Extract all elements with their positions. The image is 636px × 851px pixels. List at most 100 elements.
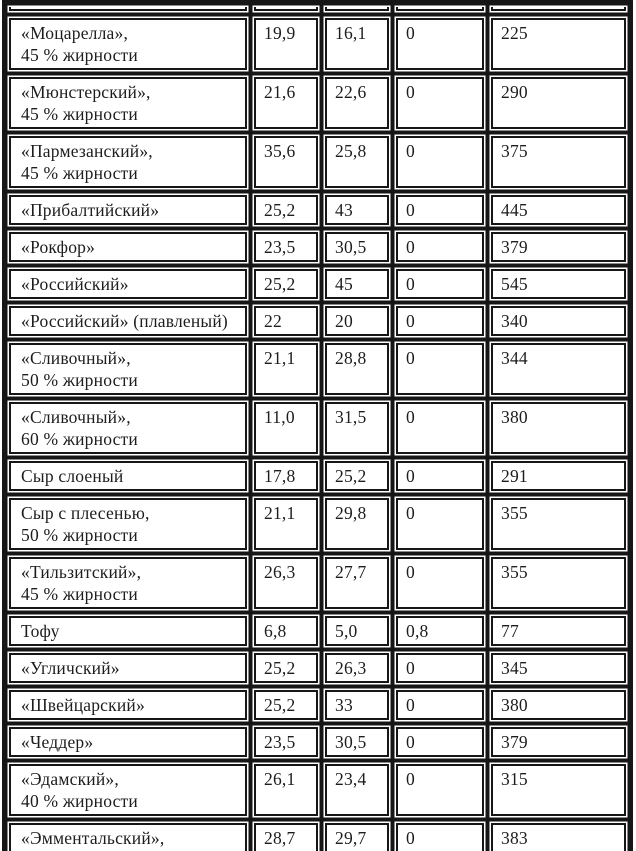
table-row: «Прибалтийский» 25,2 43 0 445 xyxy=(9,195,626,225)
value-cell: 0 xyxy=(396,343,484,395)
value-cell: 379 xyxy=(491,232,626,262)
value-cell: 17,8 xyxy=(254,461,318,491)
product-name-cell: Тофу xyxy=(9,616,247,646)
value-cell: 30,5 xyxy=(325,727,389,757)
value-cell: 340 xyxy=(491,306,626,336)
value-cell: 28,7 xyxy=(254,823,318,851)
table-row: Сыр слоеный 17,8 25,2 0 291 xyxy=(9,461,626,491)
table-row: Тофу 6,8 5,0 0,8 77 xyxy=(9,616,626,646)
value-cell: 29,8 xyxy=(325,498,389,550)
table-row: «Эмментальский», 45 % жирности 28,7 29,7… xyxy=(9,823,626,851)
table-row: «Моцарелла», 45 % жирности 19,9 16,1 0 2… xyxy=(9,18,626,70)
product-name-cell: «Пармезанский», 45 % жирности xyxy=(9,136,247,188)
value-cell: 0 xyxy=(396,195,484,225)
value-cell: 345 xyxy=(491,653,626,683)
product-name-cell: «Тильзитский», 45 % жирности xyxy=(9,557,247,609)
value-cell: 26,3 xyxy=(254,557,318,609)
value-cell: 25,2 xyxy=(254,269,318,299)
value-cell: 33 xyxy=(325,690,389,720)
value-cell: 445 xyxy=(491,195,626,225)
value-cell: 45 xyxy=(325,269,389,299)
value-cell: 20 xyxy=(325,306,389,336)
value-cell: 379 xyxy=(491,727,626,757)
value-cell: 25,2 xyxy=(254,653,318,683)
table-row: «Пармезанский», 45 % жирности 35,6 25,8 … xyxy=(9,136,626,188)
table-row: «Российский» (плавленый) 22 20 0 340 xyxy=(9,306,626,336)
value-cell: 21,1 xyxy=(254,343,318,395)
value-cell: 0 xyxy=(396,823,484,851)
product-name-cell: Сыр с плесенью, 50 % жирности xyxy=(9,498,247,550)
value-cell: 380 xyxy=(491,402,626,454)
value-cell: 29,7 xyxy=(325,823,389,851)
product-name-cell: «Эдамский», 40 % жирности xyxy=(9,764,247,816)
product-name-cell: «Эмментальский», 45 % жирности xyxy=(9,823,247,851)
value-cell: 5,0 xyxy=(325,616,389,646)
table-body: «Моцарелла», 45 % жирности 19,9 16,1 0 2… xyxy=(9,7,626,851)
value-cell: 26,1 xyxy=(254,764,318,816)
value-cell: 25,8 xyxy=(325,136,389,188)
product-name-cell: «Мюнстерский», 45 % жирности xyxy=(9,77,247,129)
cropped-row-top xyxy=(9,7,626,11)
value-cell: 383 xyxy=(491,823,626,851)
value-cell: 0 xyxy=(396,690,484,720)
value-cell: 22,6 xyxy=(325,77,389,129)
value-cell: 35,6 xyxy=(254,136,318,188)
value-cell: 21,1 xyxy=(254,498,318,550)
product-name-cell: «Моцарелла», 45 % жирности xyxy=(9,18,247,70)
product-name-cell: «Сливочный», 50 % жирности xyxy=(9,343,247,395)
value-cell: 291 xyxy=(491,461,626,491)
product-name-cell: «Прибалтийский» xyxy=(9,195,247,225)
value-cell: 225 xyxy=(491,18,626,70)
value-cell: 30,5 xyxy=(325,232,389,262)
table-row: «Угличский» 25,2 26,3 0 345 xyxy=(9,653,626,683)
value-cell: 22 xyxy=(254,306,318,336)
cropped-cell xyxy=(9,7,247,11)
value-cell: 0 xyxy=(396,306,484,336)
product-name-cell: «Рокфор» xyxy=(9,232,247,262)
value-cell: 43 xyxy=(325,195,389,225)
cropped-cell xyxy=(396,7,484,11)
table-row: «Чеддер» 23,5 30,5 0 379 xyxy=(9,727,626,757)
value-cell: 0 xyxy=(396,77,484,129)
table-row: «Тильзитский», 45 % жирности 26,3 27,7 0… xyxy=(9,557,626,609)
value-cell: 31,5 xyxy=(325,402,389,454)
value-cell: 0 xyxy=(396,402,484,454)
value-cell: 21,6 xyxy=(254,77,318,129)
table-row: «Мюнстерский», 45 % жирности 21,6 22,6 0… xyxy=(9,77,626,129)
value-cell: 0 xyxy=(396,498,484,550)
value-cell: 27,7 xyxy=(325,557,389,609)
value-cell: 0 xyxy=(396,232,484,262)
value-cell: 23,4 xyxy=(325,764,389,816)
table-row: «Эдамский», 40 % жирности 26,1 23,4 0 31… xyxy=(9,764,626,816)
value-cell: 25,2 xyxy=(325,461,389,491)
value-cell: 0 xyxy=(396,269,484,299)
value-cell: 290 xyxy=(491,77,626,129)
value-cell: 380 xyxy=(491,690,626,720)
table-row: «Сливочный», 60 % жирности 11,0 31,5 0 3… xyxy=(9,402,626,454)
table-row: Сыр с плесенью, 50 % жирности 21,1 29,8 … xyxy=(9,498,626,550)
product-name-cell: «Российский» (плавленый) xyxy=(9,306,247,336)
value-cell: 19,9 xyxy=(254,18,318,70)
product-name-cell: «Чеддер» xyxy=(9,727,247,757)
value-cell: 16,1 xyxy=(325,18,389,70)
value-cell: 0,8 xyxy=(396,616,484,646)
cropped-cell xyxy=(254,7,318,11)
value-cell: 0 xyxy=(396,136,484,188)
value-cell: 355 xyxy=(491,498,626,550)
value-cell: 28,8 xyxy=(325,343,389,395)
product-name-cell: «Швейцарский» xyxy=(9,690,247,720)
cropped-cell xyxy=(491,7,626,11)
value-cell: 0 xyxy=(396,461,484,491)
table-row: «Рокфор» 23,5 30,5 0 379 xyxy=(9,232,626,262)
value-cell: 375 xyxy=(491,136,626,188)
value-cell: 77 xyxy=(491,616,626,646)
value-cell: 0 xyxy=(396,18,484,70)
product-name-cell: «Российский» xyxy=(9,269,247,299)
value-cell: 25,2 xyxy=(254,690,318,720)
value-cell: 26,3 xyxy=(325,653,389,683)
value-cell: 25,2 xyxy=(254,195,318,225)
product-name-cell: Сыр слоеный xyxy=(9,461,247,491)
value-cell: 6,8 xyxy=(254,616,318,646)
